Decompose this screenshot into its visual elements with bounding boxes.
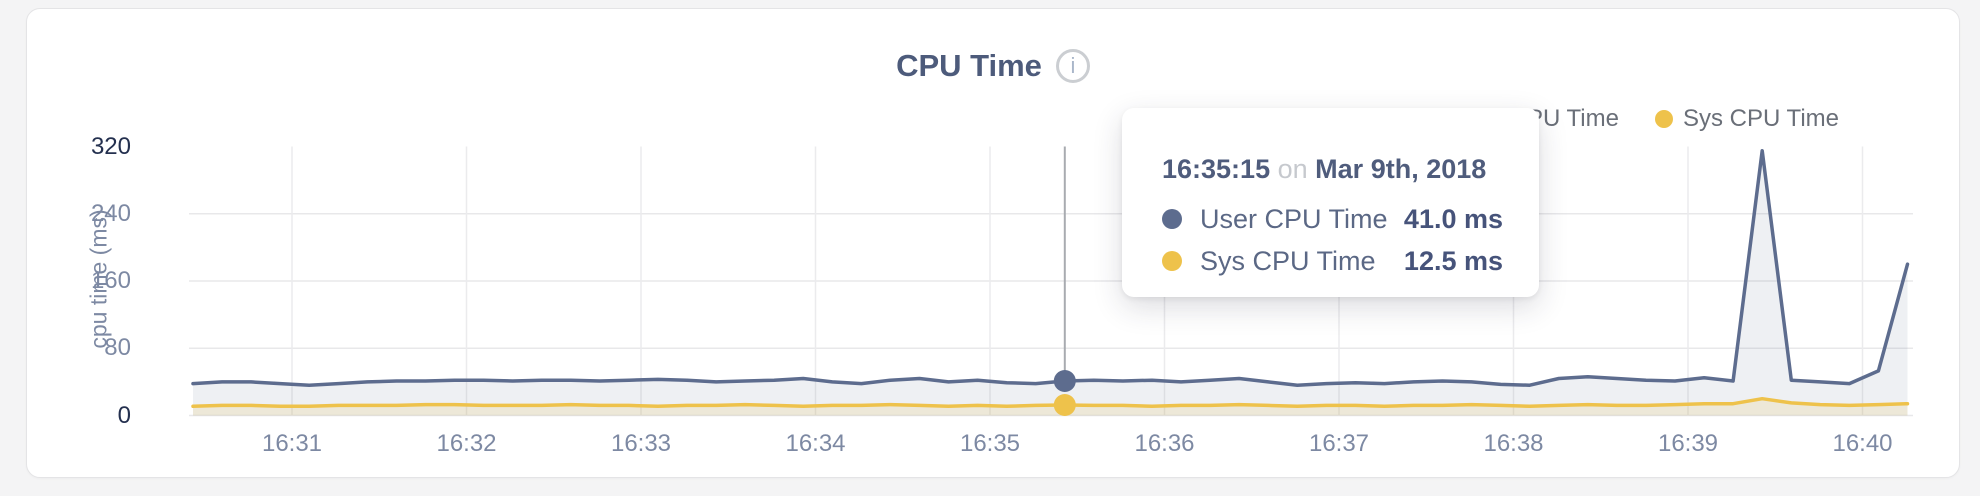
- tooltip-row: Sys CPU Time 12.5 ms: [1162, 240, 1503, 282]
- y-tick: 240: [90, 199, 131, 227]
- tooltip-series-label: User CPU Time: [1200, 203, 1388, 234]
- tooltip-date: Mar 9th, 2018: [1315, 154, 1487, 184]
- chart-title: CPU Time: [896, 48, 1042, 83]
- tooltip-time: 16:35:15: [1162, 154, 1271, 184]
- x-tick: 16:38: [1483, 430, 1544, 457]
- x-tick: 16:31: [261, 430, 323, 457]
- x-tick: 16:34: [785, 430, 846, 457]
- x-tick: 16:32: [436, 430, 497, 457]
- hover-point: [1053, 370, 1076, 392]
- y-tick: 80: [104, 334, 131, 362]
- legend-label: Sys CPU Time: [1682, 105, 1839, 132]
- tooltip-row: User CPU Time 41.0 ms: [1162, 198, 1503, 240]
- tooltip-series-label: Sys CPU Time: [1200, 245, 1376, 276]
- series-line: [191, 148, 1910, 387]
- x-tick: 16:37: [1308, 430, 1370, 457]
- plot-area[interactable]: [187, 139, 1917, 439]
- hover-point: [1053, 394, 1076, 416]
- chart-header: CPU Time i: [27, 47, 1959, 85]
- legend-dot-icon: [1654, 110, 1673, 128]
- series-area: [193, 150, 1908, 416]
- tooltip-series-value: 12.5 ms: [1403, 245, 1503, 276]
- tooltip: 16:35:15 on Mar 9th, 2018 User CPU Time 4…: [1122, 108, 1539, 297]
- x-tick: 16:36: [1134, 430, 1195, 457]
- x-tick: 16:35: [959, 430, 1021, 457]
- series-line: [191, 396, 1910, 409]
- x-tick: 16:39: [1657, 430, 1719, 457]
- tooltip-series-dot-icon: [1162, 209, 1182, 229]
- tooltip-series-dot-icon: [1162, 251, 1182, 271]
- info-icon[interactable]: i: [1055, 49, 1090, 83]
- x-tick: 16:40: [1832, 430, 1893, 457]
- series-area: [193, 398, 1908, 416]
- y-tick: 320: [90, 132, 131, 160]
- y-tick: 0: [117, 401, 131, 429]
- tooltip-series-value: 41.0 ms: [1403, 203, 1503, 234]
- y-tick: 160: [90, 267, 131, 294]
- tooltip-connector: on: [1277, 154, 1308, 184]
- x-tick: 16:33: [610, 430, 672, 457]
- tooltip-title: 16:35:15 on Mar 9th, 2018: [1162, 152, 1503, 186]
- tooltip-rows: User CPU Time 41.0 ms Sys CPU Time 12.5 ms: [1162, 198, 1503, 282]
- legend-item[interactable]: Sys CPU Time: [1654, 105, 1839, 133]
